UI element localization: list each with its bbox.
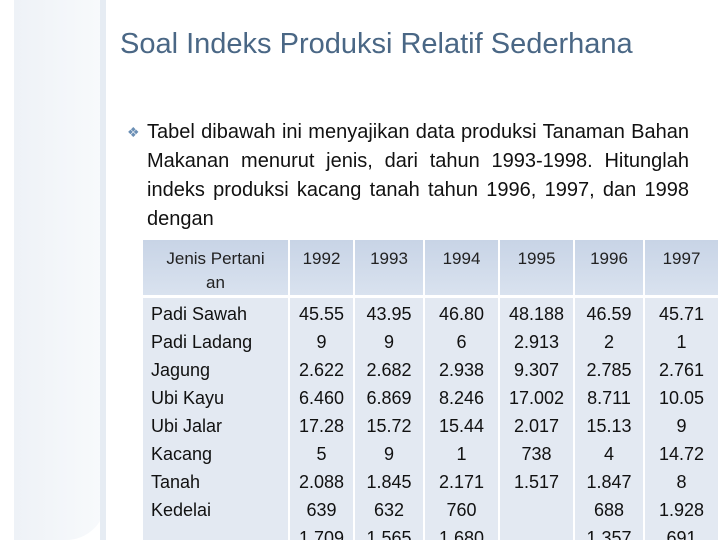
jenis: Padi Sawah: [151, 304, 248, 324]
value: 691: [666, 528, 697, 540]
value: 738: [521, 444, 552, 464]
jenis: Padi Ladang: [151, 332, 253, 352]
value: 46.592: [586, 304, 632, 352]
value: 8.246: [438, 388, 485, 408]
value: 43.959: [366, 304, 412, 352]
header-text: 1997: [662, 249, 701, 268]
header-cell: 1994: [425, 240, 498, 295]
value: 1.845: [366, 472, 412, 492]
value: 6.460: [298, 388, 345, 408]
value: 1.517: [513, 472, 560, 492]
value: 2.913: [513, 332, 560, 352]
value: 48.188: [508, 304, 565, 324]
value: 2.785: [586, 360, 632, 380]
value: 14.728: [658, 444, 705, 492]
decoration: [100, 0, 106, 540]
value: 46.806: [438, 304, 485, 352]
jenis: Kedelai: [151, 500, 212, 520]
value: 2.171: [438, 472, 485, 492]
header-text: 1995: [517, 249, 556, 268]
value: 1.709: [298, 528, 345, 540]
value: 639: [306, 500, 337, 520]
body-cell: 46.592 2.785 8.711 15.134 1.847 688 1.357: [575, 298, 643, 540]
value: 17.285: [298, 416, 345, 464]
paragraph: Tabel dibawah ini menyajikan data produk…: [147, 121, 689, 230]
value: 1.680: [438, 528, 485, 540]
value: 6.869: [366, 388, 412, 408]
header-cell: 1993: [355, 240, 423, 295]
title: Soal Indeks Produksi Relatif Sederhana: [120, 28, 633, 60]
header-cell: Jenis Pertanian: [143, 240, 288, 295]
value: 1.357: [586, 528, 632, 540]
value: 9.307: [513, 360, 560, 380]
body-cell: 45.559 2.622 6.460 17.285 2.088 639 1.709: [290, 298, 353, 540]
value: 45.711: [658, 304, 705, 352]
jenis: Ubi Jalar: [151, 416, 223, 436]
value: 760: [446, 500, 477, 520]
value: 15.134: [586, 416, 632, 464]
value: 632: [373, 500, 405, 520]
value: 2.682: [366, 360, 412, 380]
header-cell: 1992: [290, 240, 353, 295]
value: 688: [593, 500, 625, 520]
table: Jenis Pertanian Padi Sawah Padi Ladang Jagu…: [143, 240, 720, 540]
value: 2.017: [513, 416, 560, 436]
value: 2.761: [658, 360, 705, 380]
value: 1.565: [366, 528, 412, 540]
header-cell: 1995: [500, 240, 573, 295]
bullet: ❖: [127, 124, 140, 140]
body-cell: 46.806 2.938 8.246 15.441 2.171 760 1.680: [425, 298, 498, 540]
value: 17.002: [508, 388, 565, 408]
header-text: 1992: [302, 249, 341, 268]
header-text: 1994: [442, 249, 481, 268]
body-cell: 45.711 2.761 10.059 14.728 1.928 691: [645, 298, 718, 540]
value: 2.622: [298, 360, 345, 380]
header-text: 1993: [370, 249, 408, 268]
body-cell: 43.959 2.682 6.869 15.729 1.845 632 1.565: [355, 298, 423, 540]
value: 1.928: [658, 500, 705, 520]
body-cell: 48.188 2.913 9.307 17.002 2.017 738 1.517: [500, 298, 573, 540]
value: 1.847: [586, 472, 632, 492]
value: 15.729: [366, 416, 412, 464]
header-cell: 1997: [645, 240, 718, 295]
header-text: Jenis Pertanian: [166, 249, 265, 292]
value: 15.441: [438, 416, 485, 464]
body-cell: Padi Sawah Padi Ladang Jagung Ubi Kayu Ubi J…: [143, 298, 288, 540]
jenis: Jagung: [151, 360, 211, 380]
jenis: Ubi Kayu: [151, 388, 225, 408]
decoration: [14, 0, 106, 540]
value: 2.938: [438, 360, 485, 380]
value: 2.088: [298, 472, 345, 492]
value: 45.559: [298, 304, 345, 352]
value: 10.059: [658, 388, 705, 436]
jenis: Kacang Tanah: [151, 444, 213, 492]
header-cell: 1996: [575, 240, 643, 295]
value: 8.711: [587, 388, 631, 408]
header-text: 1996: [590, 249, 628, 268]
